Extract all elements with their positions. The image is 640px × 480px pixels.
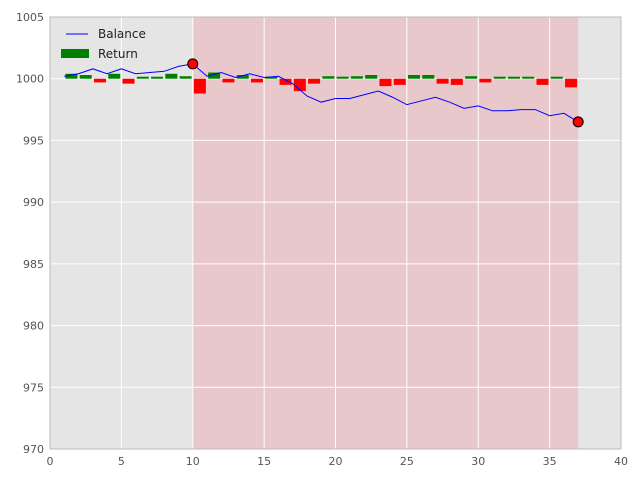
y-tick-labels: 970 975 980 985 990 995 1000 1005 [16, 11, 44, 456]
axis-layer [49, 16, 622, 450]
return-bar-positive [165, 73, 178, 79]
return-bar-positive [179, 76, 192, 79]
y-tick-label: 985 [23, 258, 44, 271]
return-bar-negative [279, 78, 292, 85]
return-bar-positive [108, 73, 121, 79]
return-bars [65, 72, 578, 94]
return-bar-positive [265, 76, 278, 79]
return-bar-positive [465, 76, 478, 79]
balance-line-layer [64, 63, 579, 123]
return-bar-positive [365, 75, 378, 79]
plot-frame [49, 16, 622, 450]
return-bar-negative [393, 78, 406, 85]
shaded-region [192, 17, 579, 449]
x-tick-label: 15 [257, 455, 271, 468]
x-tick-label: 10 [186, 455, 200, 468]
x-tick-label: 40 [614, 455, 628, 468]
legend-return-label: Return [98, 47, 138, 61]
y-tick-label: 990 [23, 196, 44, 209]
return-bar-negative [536, 78, 549, 85]
return-bar-positive [350, 76, 363, 79]
return-bar-positive [65, 73, 78, 79]
x-tick-label: 35 [543, 455, 557, 468]
return-bar-positive [550, 76, 563, 79]
legend-balance-label: Balance [98, 27, 146, 41]
shaded-region-layer [192, 17, 579, 449]
return-bar-negative [293, 78, 306, 92]
return-bar-negative [193, 78, 206, 94]
return-bar-positive [522, 76, 535, 79]
x-tick-label: 20 [329, 455, 343, 468]
x-tick-label: 5 [118, 455, 125, 468]
x-tick-label: 0 [47, 455, 54, 468]
balance-line [64, 63, 579, 123]
return-bar-negative [93, 78, 106, 83]
return-bar-positive [136, 76, 149, 79]
return-bar-positive [408, 75, 421, 79]
return-bar-positive [507, 76, 520, 79]
y-tick-label: 995 [23, 134, 44, 147]
x-tick-label: 25 [400, 455, 414, 468]
marker-point [187, 58, 199, 70]
return-bar-negative [436, 78, 449, 84]
legend: Balance Return [61, 27, 146, 61]
y-tick-label: 1005 [16, 11, 44, 24]
return-bar-positive [493, 76, 506, 79]
return-bar-negative [565, 78, 578, 88]
return-bar-positive [322, 76, 335, 79]
return-bar-positive [208, 72, 221, 79]
y-tick-label: 975 [23, 381, 44, 394]
return-bar-negative [308, 78, 321, 84]
return-bar-positive [151, 76, 164, 79]
return-bar-negative [379, 78, 392, 87]
marker-point [572, 116, 584, 128]
y-tick-label: 970 [23, 443, 44, 456]
x-tick-labels: 0 5 10 15 20 25 30 35 40 [47, 455, 629, 468]
y-tick-label: 1000 [16, 73, 44, 86]
return-bar-negative [450, 78, 463, 85]
return-bar-negative [250, 78, 263, 83]
return-bar-negative [122, 78, 135, 84]
return-bar-positive [422, 75, 435, 79]
return-bar-positive [236, 75, 249, 79]
return-bar-negative [222, 78, 235, 83]
return-bar-negative [479, 78, 492, 83]
legend-return-swatch [61, 49, 89, 58]
marker-layer [187, 58, 584, 128]
x-tick-label: 30 [471, 455, 485, 468]
return-bar-positive [336, 76, 349, 79]
y-tick-label: 980 [23, 320, 44, 333]
return-bar-positive [79, 75, 92, 79]
